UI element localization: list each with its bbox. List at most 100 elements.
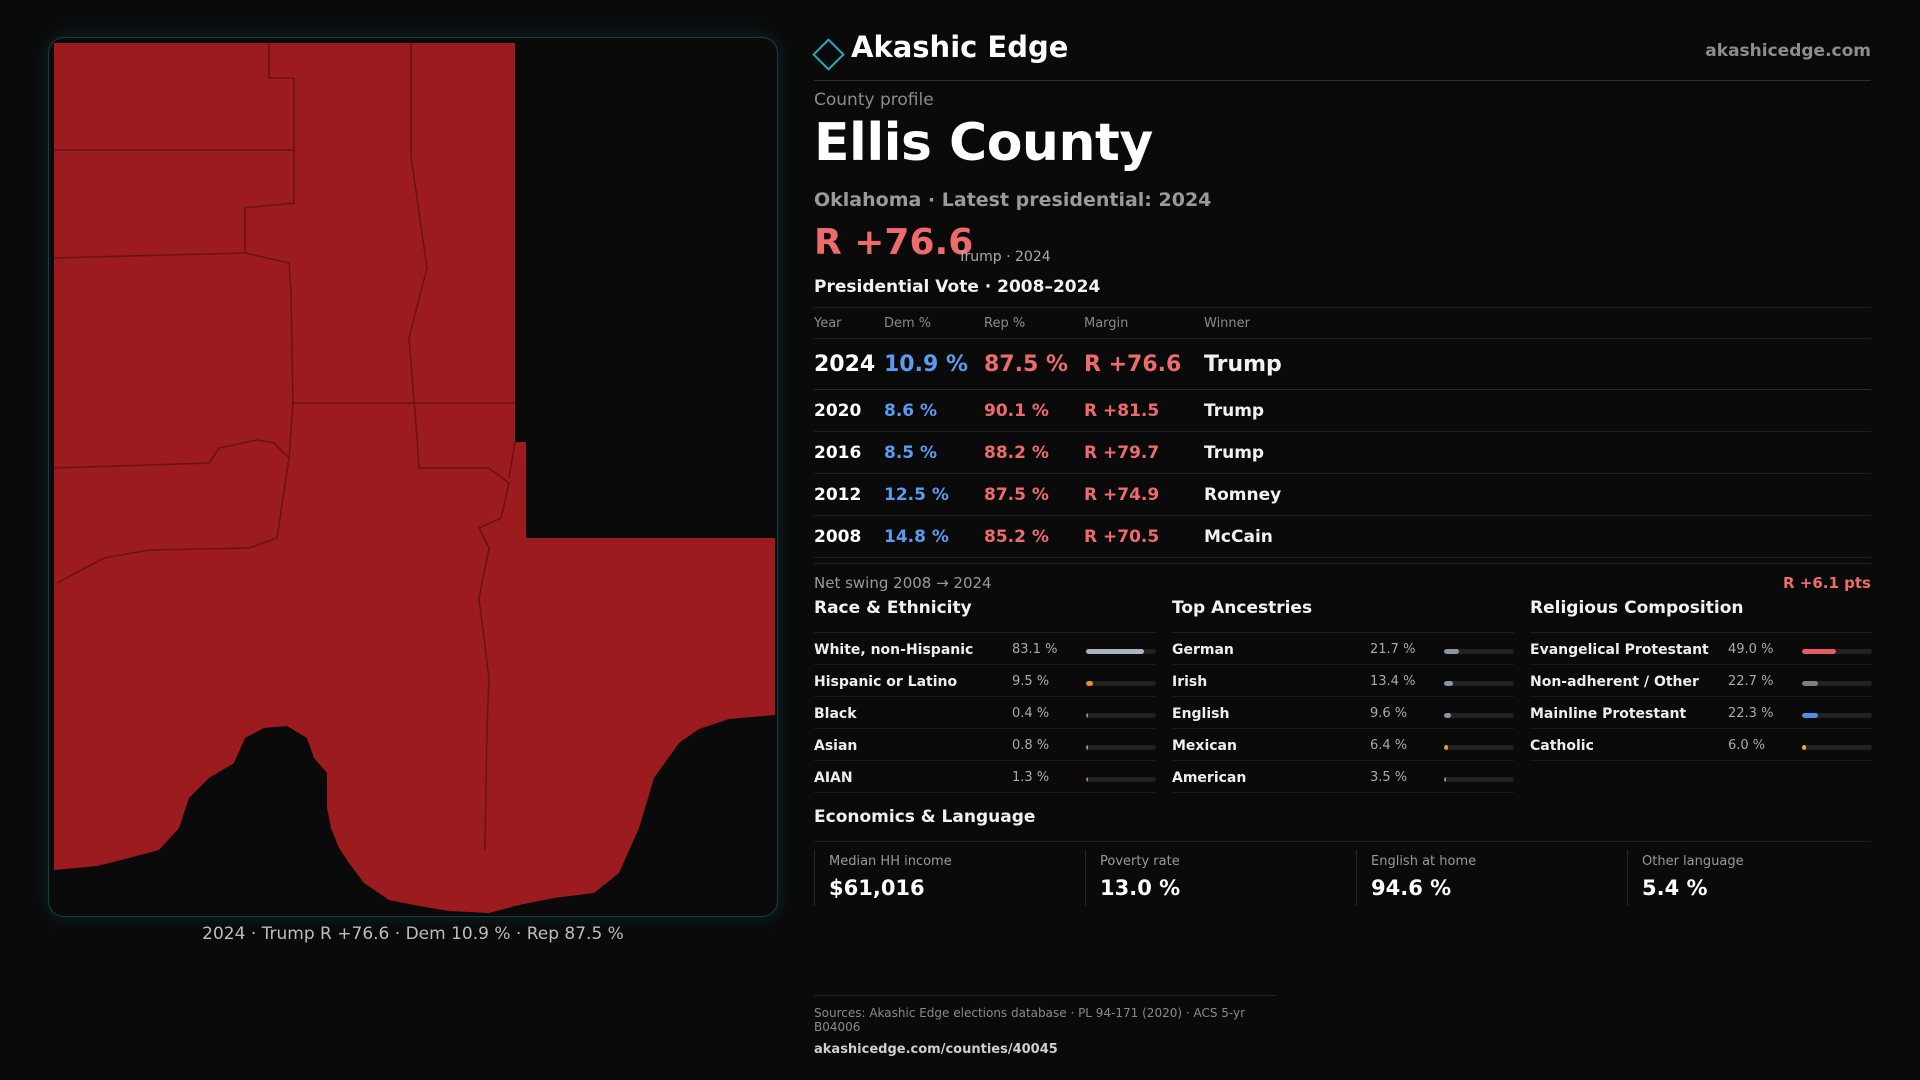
race-label: Hispanic or Latino [814,674,958,690]
net-swing: Net swing 2008 → 2024 R +6.1 pts [814,563,1871,600]
ancestry-row: English 9.6 % [1172,697,1514,729]
ancestry-bar-track [1444,745,1514,750]
table-row[interactable]: 2012 12.5 % 87.5 % R +74.9 Romney [814,473,1871,516]
religion-percent: 22.7 % [1728,674,1774,689]
ancestry-percent: 13.4 % [1370,674,1416,689]
cell-rep: 88.2 % [984,431,1084,474]
cell-rep: 87.5 % [984,338,1084,390]
profile-panel: Akashic Edge akashicedge.com County prof… [812,0,1872,1080]
religion-bar-fill [1802,649,1837,654]
race-bar-fill [1086,777,1088,782]
race-row: White, non-Hispanic 83.1 % [814,633,1156,665]
ancestry-section-title: Top Ancestries [1172,598,1514,633]
footer-link[interactable]: akashicedge.com/counties/40045 [814,1042,1058,1057]
ancestry-percent: 6.4 % [1370,738,1408,753]
religion-bar-fill [1802,713,1818,718]
stat-label: Median HH income [829,854,952,869]
diamond-logo-icon [812,38,845,71]
col-year: Year [814,307,884,339]
religion-bar-fill [1802,681,1818,686]
county-shape [54,43,775,913]
map-caption: 2024 · Trump R +76.6 · Dem 10.9 % · Rep … [202,924,624,944]
religion-section-title: Religious Composition [1530,598,1872,633]
cell-winner: Trump [1204,431,1871,474]
cell-winner: Trump [1204,338,1871,390]
stat-value: 94.6 % [1371,876,1452,900]
religion-row: Mainline Protestant 22.3 % [1530,697,1872,729]
religion-label: Mainline Protestant [1530,706,1687,722]
race-percent: 83.1 % [1012,642,1058,657]
col-dem: Dem % [884,307,984,339]
table-row[interactable]: 2016 8.5 % 88.2 % R +79.7 Trump [814,431,1871,474]
ancestry-percent: 21.7 % [1370,642,1416,657]
ancestry-bar-fill [1444,745,1449,750]
race-bar-track [1086,777,1156,782]
religion-percent: 6.0 % [1728,738,1766,753]
race-label: AIAN [814,770,853,786]
cell-dem: 14.8 % [884,515,984,558]
race-bar-fill [1086,681,1093,686]
religion-row: Evangelical Protestant 49.0 % [1530,633,1872,665]
net-swing-value: R +6.1 pts [1783,574,1871,592]
stat-value: 13.0 % [1100,876,1181,900]
race-row: Hispanic or Latino 9.5 % [814,665,1156,697]
religion-bar-track [1802,649,1872,654]
cell-dem: 8.5 % [884,431,984,474]
ancestry-label: Mexican [1172,738,1237,754]
brand-name: Akashic Edge [851,30,1069,64]
race-percent: 9.5 % [1012,674,1050,689]
county-map[interactable] [48,37,778,917]
headline-margin: R +76.6 [814,222,974,263]
vote-section-title: Presidential Vote · 2008–2024 [814,277,1101,297]
ancestry-label: German [1172,642,1234,658]
race-percent: 1.3 % [1012,770,1050,785]
race-bar-fill [1086,745,1088,750]
stat-label: Poverty rate [1100,854,1180,869]
race-label: White, non-Hispanic [814,642,974,658]
header: Akashic Edge akashicedge.com [812,30,1871,81]
econ-section-title: Economics & Language [814,807,1871,842]
col-rep: Rep % [984,307,1084,339]
race-bar-track [1086,649,1156,654]
vote-table: Year Dem % Rep % Margin Winner 2024 10.9… [814,307,1871,558]
table-row[interactable]: 2008 14.8 % 85.2 % R +70.5 McCain [814,515,1871,558]
ancestry-bar-fill [1444,681,1454,686]
cell-margin: R +79.7 [1084,431,1204,474]
race-label: Black [814,706,857,722]
ancestry-row: American 3.5 % [1172,761,1514,793]
religion-section: Religious Composition Evangelical Protes… [1530,598,1872,761]
religion-label: Evangelical Protestant [1530,642,1709,658]
race-row: Black 0.4 % [814,697,1156,729]
race-row: AIAN 1.3 % [814,761,1156,793]
religion-row: Non-adherent / Other 22.7 % [1530,665,1872,697]
brand-url-link[interactable]: akashicedge.com [1705,41,1871,61]
religion-percent: 49.0 % [1728,642,1774,657]
religion-percent: 22.3 % [1728,706,1774,721]
race-bar-track [1086,745,1156,750]
page-subtitle: Oklahoma · Latest presidential: 2024 [814,189,1212,211]
page-title: Ellis County [814,113,1153,173]
ancestry-bar-fill [1444,649,1460,654]
cell-year: 2012 [814,473,884,516]
ancestry-label: English [1172,706,1230,722]
ancestry-bar-fill [1444,713,1451,718]
ancestry-label: American [1172,770,1247,786]
ancestry-bar-track [1444,649,1514,654]
religion-row: Catholic 6.0 % [1530,729,1872,761]
stat-card: Median HH income $61,016 [814,850,1065,906]
page-kicker: County profile [814,90,934,110]
econ-cards: Median HH income $61,016 Poverty rate 13… [814,850,1871,906]
ancestry-bar-fill [1444,777,1447,782]
table-row[interactable]: 2020 8.6 % 90.1 % R +81.5 Trump [814,389,1871,432]
race-percent: 0.4 % [1012,706,1050,721]
race-section-title: Race & Ethnicity [814,598,1156,633]
stat-value: $61,016 [829,876,925,900]
ancestry-bar-track [1444,713,1514,718]
cell-winner: McCain [1204,515,1871,558]
stat-card: English at home 94.6 % [1356,850,1607,906]
stat-label: English at home [1371,854,1477,869]
table-row[interactable]: 2024 10.9 % 87.5 % R +76.6 Trump [814,338,1871,390]
ancestry-section: Top Ancestries German 21.7 % Irish 13.4 % En… [1172,598,1514,793]
cell-margin: R +76.6 [1084,338,1204,390]
stat-value: 5.4 % [1642,876,1708,900]
